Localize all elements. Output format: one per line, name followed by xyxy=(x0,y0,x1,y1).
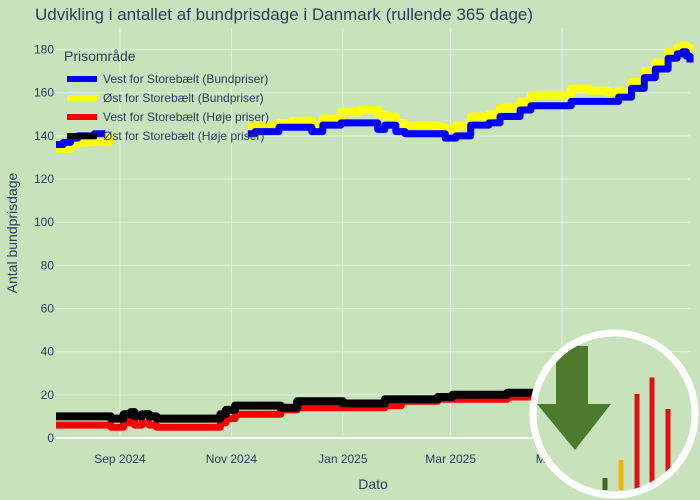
series-line xyxy=(56,388,594,423)
legend-swatch xyxy=(67,132,97,139)
legend-label: Vest for Storebælt (Bundpriser) xyxy=(103,71,269,86)
x-tick-label: Sep 2024 xyxy=(94,452,146,466)
x-tick-label: Jan 2025 xyxy=(318,452,368,466)
y-tick-label: 60 xyxy=(41,302,55,316)
x-tick-label: Mar 2025 xyxy=(425,452,476,466)
inset-bar xyxy=(634,394,640,490)
series-line xyxy=(56,133,113,153)
legend-title: Prisområde xyxy=(64,48,136,64)
chart-title: Udvikling i antallet af bundprisdage i D… xyxy=(35,5,534,24)
legend[interactable]: Prisområde Vest for Storebælt (Bundprise… xyxy=(64,48,269,145)
legend-label: Øst for Storebælt (Bundpriser) xyxy=(103,90,264,105)
legend-label: Vest for Storebælt (Høje priser) xyxy=(103,109,270,124)
legend-item[interactable]: Øst for Storebælt (Bundpriser) xyxy=(64,88,269,107)
y-tick-label: 160 xyxy=(34,86,54,100)
y-tick-label: 120 xyxy=(34,172,54,186)
legend-swatch xyxy=(67,94,97,101)
x-axis-title: Dato xyxy=(358,476,388,492)
legend-swatch xyxy=(67,75,97,82)
y-tick-label: 180 xyxy=(34,43,54,57)
y-tick-label: 140 xyxy=(34,129,54,143)
inset-ring xyxy=(529,329,699,499)
down-arrow-icon xyxy=(537,346,611,450)
inset-bar xyxy=(681,460,687,490)
x-tick-label: Nov 2024 xyxy=(206,452,258,466)
y-tick-label: 20 xyxy=(41,388,55,402)
legend-swatch xyxy=(67,113,97,120)
series-line xyxy=(247,41,694,134)
series-line xyxy=(247,48,694,142)
y-tick-label: 100 xyxy=(34,215,54,229)
y-tick-label: 0 xyxy=(47,431,54,445)
legend-item[interactable]: Øst for Storebælt (Høje priser) xyxy=(64,126,269,145)
inset-bar xyxy=(649,377,655,490)
inset-bar xyxy=(618,460,624,490)
legend-label: Øst for Storebælt (Høje priser) xyxy=(103,128,265,143)
inset-badge xyxy=(529,329,699,499)
legend-item[interactable]: Vest for Storebælt (Høje priser) xyxy=(64,107,269,126)
inset-content xyxy=(534,334,694,494)
y-tick-label: 40 xyxy=(41,345,55,359)
y-axis-title: Antal bundprisdage xyxy=(4,172,20,293)
legend-item[interactable]: Vest for Storebælt (Bundpriser) xyxy=(64,69,269,88)
inset-bar xyxy=(602,478,608,490)
inset-bar xyxy=(665,409,671,490)
y-tick-label: 80 xyxy=(41,258,55,272)
series-lines xyxy=(56,41,694,431)
